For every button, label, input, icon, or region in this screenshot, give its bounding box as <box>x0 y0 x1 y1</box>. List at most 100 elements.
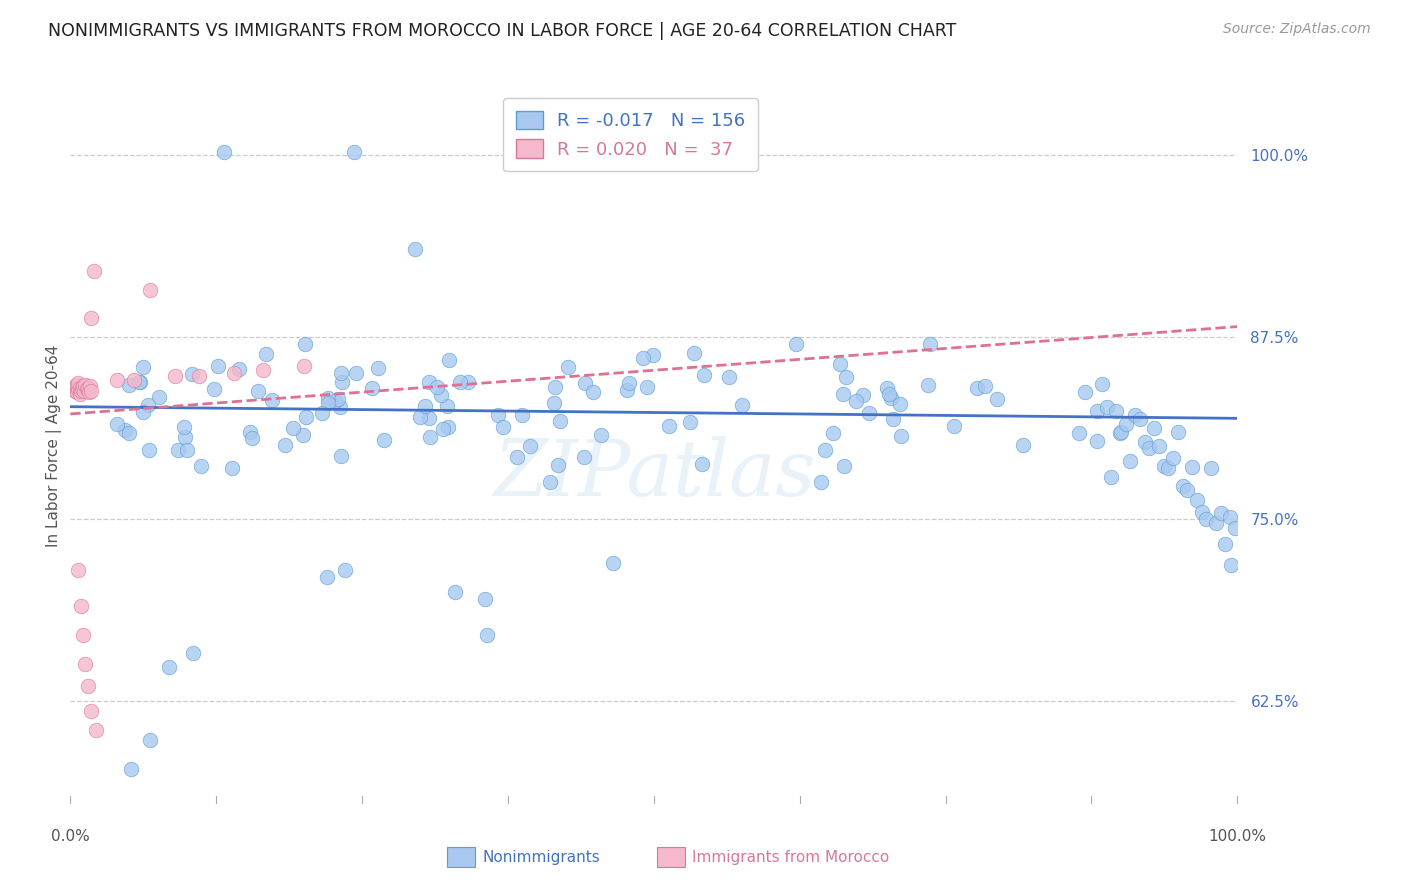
Point <box>69 599 91 614</box>
Text: Nonimmigrants: Nonimmigrants <box>482 850 600 864</box>
Point <box>1199 461 1222 475</box>
Point <box>1220 558 1243 573</box>
Point <box>880 391 903 405</box>
Point <box>75 377 97 392</box>
Point <box>828 357 851 371</box>
Point <box>966 381 988 395</box>
Point <box>437 353 460 368</box>
Point <box>876 381 898 395</box>
Point <box>343 145 366 159</box>
Point <box>852 387 875 401</box>
Y-axis label: In Labor Force | Age 20-64: In Labor Force | Age 20-64 <box>46 345 62 547</box>
Point <box>105 417 128 431</box>
Point <box>330 376 353 390</box>
Point <box>138 733 160 747</box>
Point <box>72 628 94 642</box>
Point <box>658 419 681 434</box>
Point <box>543 396 565 410</box>
Point <box>831 386 853 401</box>
Point <box>718 369 741 384</box>
Point <box>510 408 533 422</box>
Point <box>124 374 146 388</box>
Point <box>436 400 458 414</box>
Point <box>73 384 96 398</box>
Point <box>69 384 91 398</box>
Point <box>413 399 436 413</box>
Point <box>548 414 571 428</box>
Point <box>187 369 209 384</box>
Point <box>118 426 141 441</box>
Point <box>63 384 86 398</box>
Point <box>631 351 654 365</box>
Point <box>173 430 195 444</box>
Point <box>810 475 832 490</box>
Point <box>974 378 997 392</box>
Point <box>835 370 858 384</box>
Point <box>75 657 97 672</box>
Point <box>69 386 91 401</box>
Point <box>832 459 855 474</box>
Point <box>1185 492 1208 507</box>
Point <box>474 591 496 606</box>
Point <box>582 384 605 399</box>
Point <box>207 359 229 373</box>
Point <box>247 384 270 398</box>
Point <box>1157 461 1180 475</box>
Point <box>1119 454 1142 468</box>
Point <box>329 400 352 414</box>
Point <box>1195 512 1218 526</box>
Text: ZIPatlas: ZIPatlas <box>492 436 815 513</box>
Point <box>1101 470 1123 484</box>
Point <box>138 283 160 297</box>
Point <box>190 459 212 474</box>
Point <box>80 310 103 325</box>
Point <box>636 379 658 393</box>
Point <box>367 360 389 375</box>
Point <box>76 381 98 395</box>
Point <box>67 563 90 577</box>
Point <box>1085 434 1108 448</box>
Point <box>105 374 128 388</box>
Point <box>1147 439 1170 453</box>
Point <box>877 387 900 401</box>
Point <box>572 450 595 464</box>
Point <box>181 367 204 381</box>
Point <box>1139 442 1161 456</box>
Point <box>292 428 315 442</box>
Point <box>426 380 449 394</box>
Point <box>329 366 352 380</box>
Point <box>67 376 90 391</box>
Point <box>176 443 198 458</box>
Text: 0.0%: 0.0% <box>51 829 90 844</box>
Point <box>858 405 880 419</box>
Point <box>444 584 467 599</box>
Point <box>920 337 942 351</box>
Point <box>136 399 159 413</box>
Point <box>418 375 440 389</box>
Point <box>260 393 283 408</box>
Point <box>167 442 190 457</box>
Point <box>1095 400 1118 414</box>
Point <box>373 433 395 447</box>
Point <box>544 380 567 394</box>
Point <box>1085 404 1108 418</box>
Point <box>273 438 295 452</box>
Point <box>1091 376 1114 391</box>
Point <box>67 382 90 396</box>
Point <box>1129 412 1152 426</box>
Point <box>70 381 93 395</box>
Point <box>132 405 155 419</box>
Point <box>457 376 479 390</box>
Legend: R = -0.017   N = 156, R = 0.020   N =  37: R = -0.017 N = 156, R = 0.020 N = 37 <box>503 98 758 171</box>
Point <box>62 381 84 395</box>
Point <box>889 396 911 410</box>
Point <box>69 381 91 395</box>
Point <box>66 379 89 393</box>
Point <box>1205 516 1227 530</box>
Point <box>333 563 356 577</box>
Point <box>1011 438 1033 452</box>
Point <box>890 429 912 443</box>
Point <box>538 475 561 489</box>
Point <box>80 704 103 718</box>
Point <box>77 385 100 400</box>
